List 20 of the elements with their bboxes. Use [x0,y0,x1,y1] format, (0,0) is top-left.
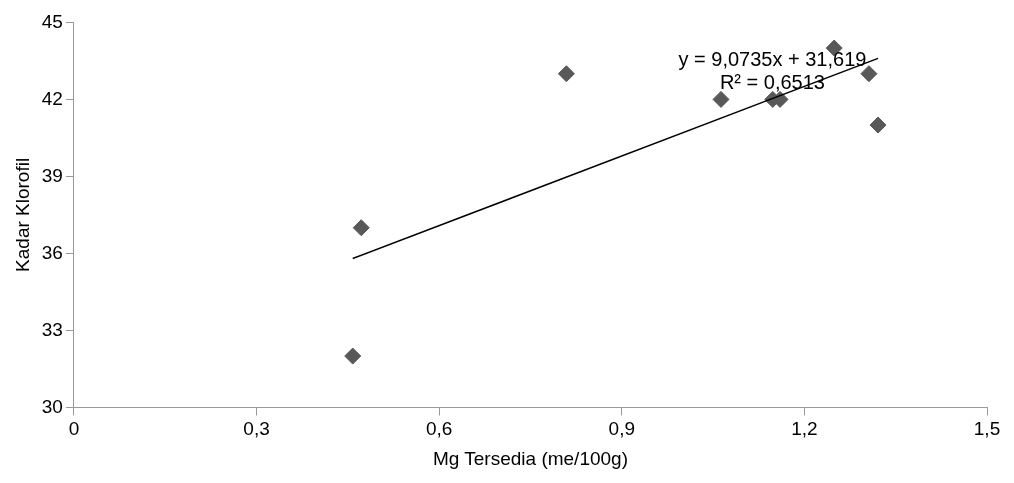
y-tick-label: 36 [41,241,63,263]
y-tick-label: 39 [41,164,63,186]
y-tick-label: 42 [41,87,63,109]
y-tick-label: 30 [41,395,63,417]
point [869,116,887,134]
x-tick-label: 0,3 [243,418,270,440]
point [344,347,362,365]
x-tick-label: 0,6 [425,418,453,440]
annotation: y = 9,0735x + 31,619 [678,47,867,70]
x-axis-title: Mg Tersedia (me/100g) [432,447,628,469]
point [352,219,370,237]
point [712,90,730,108]
y-tick-label: 33 [41,318,63,340]
x-tick-label: 1,2 [791,418,818,440]
x-tick-label: 0,9 [608,418,635,440]
x-tick-label: 1,5 [973,418,1001,440]
y-axis-title: Kadar Klorofil [11,157,33,272]
point [557,65,575,83]
x-tick-label: 0 [68,418,80,440]
y-tick-label: 45 [41,10,63,32]
